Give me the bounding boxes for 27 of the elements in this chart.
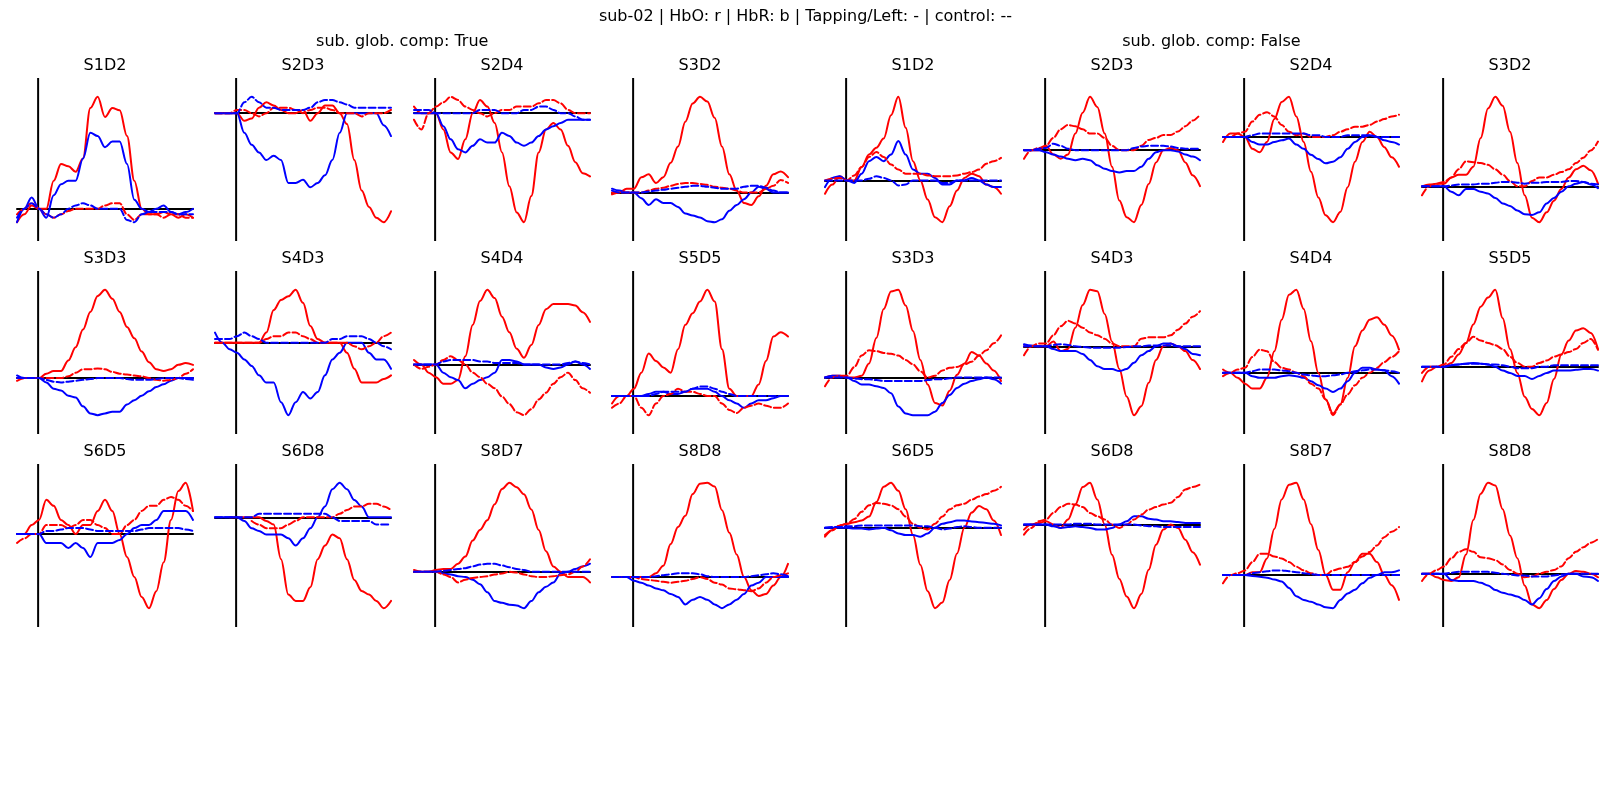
chart-title: S8D7 xyxy=(480,440,523,460)
chart-title: S2D3 xyxy=(281,54,325,74)
chart-title: S6D5 xyxy=(891,440,935,460)
chart-title: S6D8 xyxy=(1090,440,1134,460)
chart-title: S5D5 xyxy=(1488,247,1532,267)
chart-title: S3D2 xyxy=(1488,54,1532,74)
chart-title: S5D5 xyxy=(678,247,722,267)
chart-title: S2D4 xyxy=(1289,54,1333,74)
chart-title: S1D2 xyxy=(891,54,935,74)
chart-title: S8D8 xyxy=(678,440,722,460)
chart-title: S4D3 xyxy=(281,247,325,267)
chart-title: S4D4 xyxy=(480,247,523,267)
chart-title: S6D8 xyxy=(281,440,325,460)
text: sub. glob. comp: True xyxy=(316,31,489,51)
chart-title: S3D3 xyxy=(83,247,126,267)
chart-title: S8D8 xyxy=(1488,440,1532,460)
chart-title: S2D3 xyxy=(1090,54,1134,74)
chart-title: S3D3 xyxy=(891,247,935,267)
text: sub. glob. comp: False xyxy=(1122,31,1301,51)
chart-title: S4D3 xyxy=(1090,247,1134,267)
chart-title: S2D4 xyxy=(480,54,523,74)
chart-title: S8D7 xyxy=(1289,440,1333,460)
text: sub-02 | HbO: r | HbR: b | Tapping/Left: - | control: -- xyxy=(598,6,1013,26)
chart-title: S6D5 xyxy=(83,440,126,460)
chart-title: S4D4 xyxy=(1289,247,1333,267)
chart-title: S3D2 xyxy=(678,54,722,74)
chart-title: S1D2 xyxy=(83,54,126,74)
